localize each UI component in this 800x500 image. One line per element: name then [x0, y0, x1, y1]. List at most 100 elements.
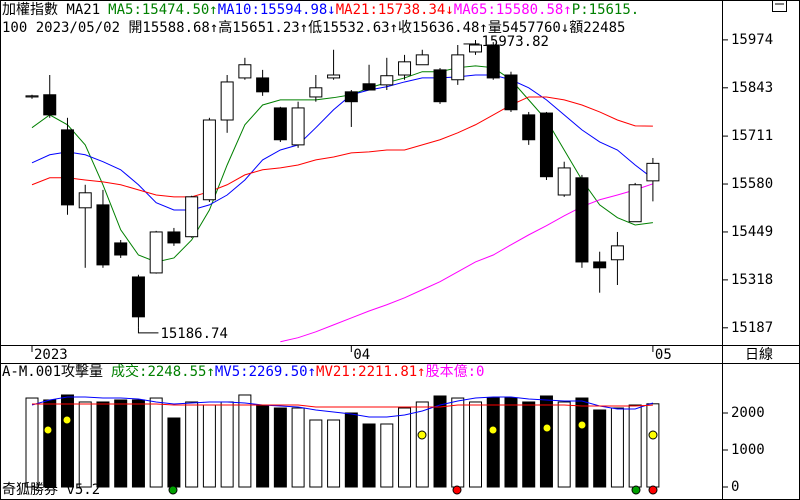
candle-body — [646, 162, 660, 182]
volume-bar — [486, 397, 500, 488]
candle-body — [433, 69, 447, 103]
header-item: MA65:15580.58↑ — [454, 2, 572, 18]
volume-bar — [610, 407, 624, 488]
indicator-line — [31, 396, 654, 418]
volume-bar — [25, 397, 39, 488]
y-tick-label: 15318 — [731, 272, 773, 288]
candle-body — [96, 204, 110, 266]
subtitle: 100 2023/05/02 開15588.68↑高15651.23↑低1553… — [2, 19, 625, 36]
candle-body — [220, 81, 234, 121]
y-tick-label: 2000 — [731, 405, 765, 421]
candle-body — [539, 112, 553, 178]
indicator-line — [280, 183, 654, 343]
y-tick-label: 15843 — [731, 80, 773, 96]
candle-body — [309, 87, 323, 98]
header-item: 成交:2248.55↑ — [111, 363, 215, 380]
candle-body — [344, 91, 358, 103]
candle-body — [185, 196, 199, 238]
plot-layer: 15973.82 15186.74 100 2023/05/02 開15588.68… — [2, 2, 660, 488]
volume-bar — [398, 407, 412, 488]
candle-body — [256, 77, 270, 93]
signal-dot — [452, 485, 462, 495]
volume-bar — [273, 407, 287, 488]
volume-bar — [167, 417, 181, 488]
y-tick-label: 15974 — [731, 32, 773, 48]
header-item: MA21:15738.34↓ — [336, 2, 454, 18]
y-tick-label: 15449 — [731, 224, 773, 240]
signal-dots — [43, 415, 658, 495]
signal-dot — [648, 430, 658, 440]
candle-body — [486, 44, 500, 79]
volume-bar — [131, 399, 145, 488]
indicator-line — [32, 403, 653, 408]
y-tick-label: 15187 — [731, 320, 773, 336]
candle-body — [202, 119, 216, 201]
volume-bar — [380, 423, 394, 488]
indicator-line — [31, 96, 653, 198]
candle-body — [398, 61, 412, 76]
header-item: MV5:2269.50↑ — [215, 364, 316, 380]
header-item: MA10:15594.98↓ — [218, 2, 336, 18]
max-label: 15973.82 — [482, 34, 549, 50]
volume-bar — [415, 401, 429, 488]
candle-body — [78, 192, 92, 209]
volume-bar — [43, 399, 57, 488]
window-icon[interactable] — [772, 0, 787, 12]
candle-body — [557, 167, 571, 196]
volume-bar — [185, 401, 199, 488]
volume-bar — [628, 404, 642, 488]
indicator-line — [31, 74, 654, 211]
volume-bar — [539, 395, 553, 488]
period-label: 日線 — [745, 347, 773, 363]
footer: 奇狐勝券 v5.2 — [2, 481, 100, 498]
candle-body — [149, 231, 163, 274]
candle-body — [610, 245, 624, 261]
volume-bar — [451, 397, 465, 488]
volume-bar — [344, 412, 358, 488]
candle-body — [593, 261, 607, 269]
signal-dot — [43, 425, 53, 435]
header-item: 股本億:0 — [426, 364, 485, 380]
signal-dot — [62, 415, 72, 425]
volume-bar — [327, 419, 341, 488]
volume-bar — [78, 401, 92, 488]
candle-body — [60, 129, 74, 206]
candle-body — [114, 242, 128, 256]
volume-bar — [575, 397, 589, 488]
volume-bar — [256, 404, 270, 488]
volume-bar — [114, 399, 128, 488]
min-leader — [137, 327, 159, 334]
signal-dot — [488, 425, 498, 435]
y-tick-label: 1000 — [731, 442, 765, 458]
header: 加權指數 MA21 MA5:15474.50↑MA10:15594.98↓MA21… — [2, 2, 639, 18]
header: A-M.001攻擊量 成交:2248.55↑MV5:2269.50↑MV21:22… — [2, 363, 484, 380]
candle-body — [575, 177, 589, 263]
x-tick-label: 05 — [655, 347, 672, 363]
candle-body — [238, 64, 252, 79]
candle-body — [25, 95, 39, 98]
candle-body — [327, 74, 341, 79]
signal-dot — [631, 485, 641, 495]
volume-bar — [238, 394, 252, 488]
header-item: P:15615. — [572, 2, 639, 18]
candle-body — [504, 74, 518, 111]
signal-dot — [577, 420, 587, 430]
candle-body — [628, 184, 642, 223]
volume-bar — [469, 401, 482, 488]
volume-bar — [96, 401, 110, 488]
header-title: 加權指數 MA21 — [2, 2, 100, 18]
candle-body — [522, 114, 536, 141]
candle-body — [273, 107, 287, 141]
header-title: A-M.001攻擊量 — [2, 363, 103, 380]
volume-bar — [149, 397, 163, 488]
x-tick-label: 04 — [353, 347, 370, 363]
y-tick-label: 0 — [731, 479, 739, 495]
candle-body — [415, 54, 429, 66]
y-tick-label: 15711 — [731, 128, 773, 144]
min-label: 15186.74 — [160, 326, 227, 342]
volume-bar — [557, 401, 571, 488]
volume-bar — [220, 401, 234, 488]
indicator-line — [31, 65, 653, 263]
volume-bar — [362, 423, 376, 488]
candle-body — [291, 107, 305, 146]
